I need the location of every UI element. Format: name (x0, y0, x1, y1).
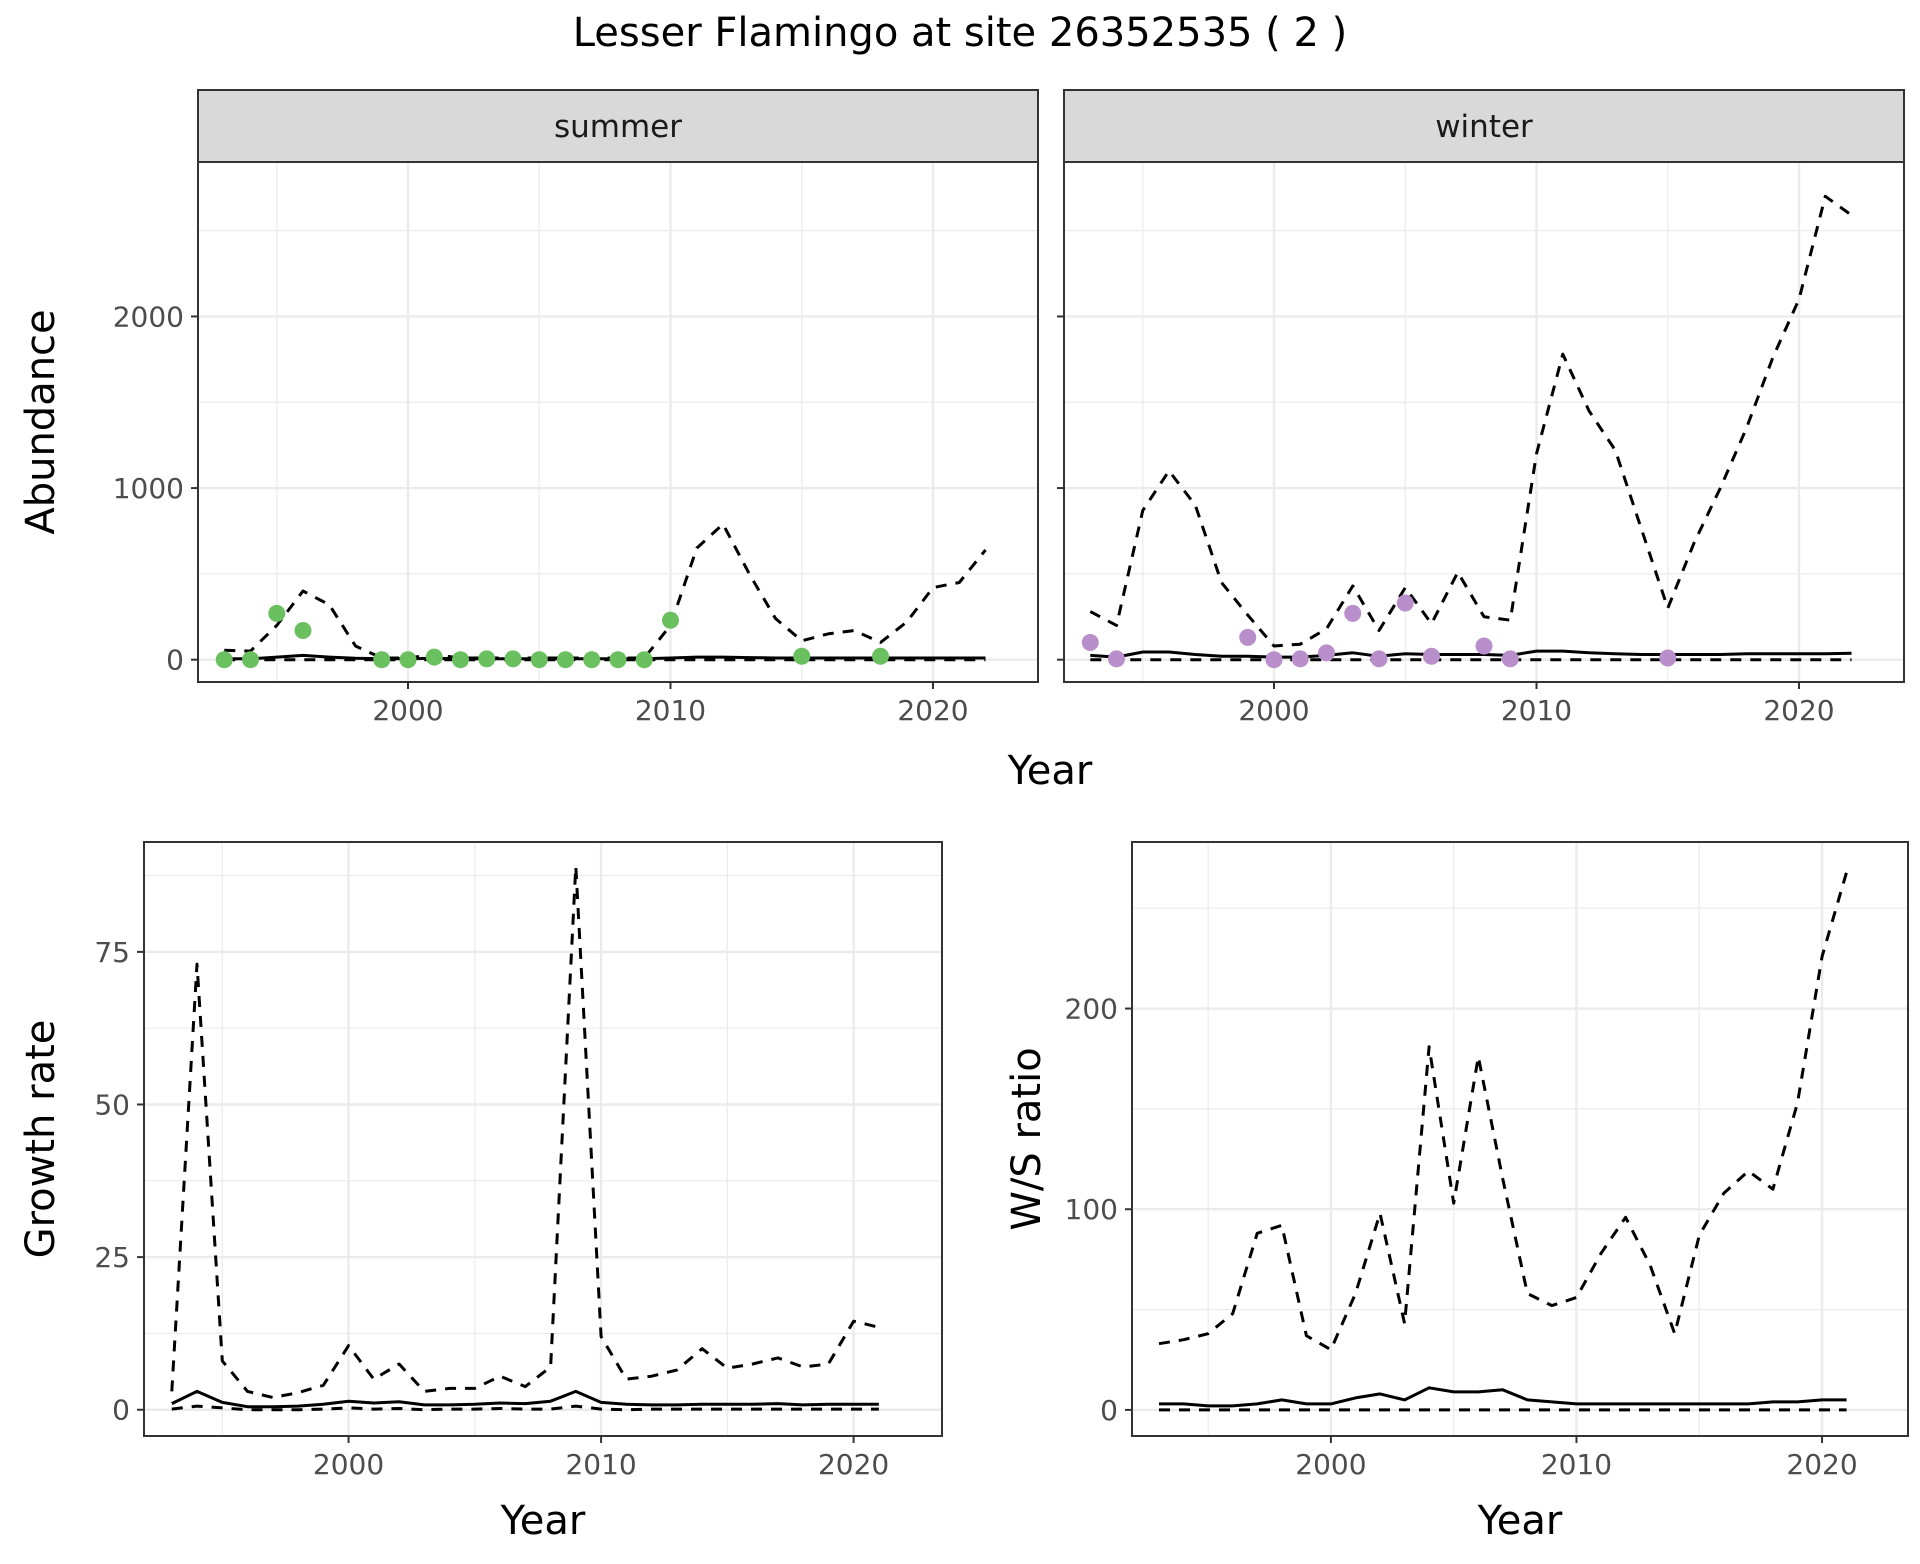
facet-summer-data-point (268, 604, 286, 622)
growth-panel-border (143, 841, 943, 1437)
growth-rate-panel: 2000 2010 2020 0 25 50 75 Year Growth rate (18, 841, 943, 1544)
facet-strip (197, 89, 1039, 163)
facet-y-tick-label: 0 (166, 644, 184, 677)
facet-summer: summer 2000 2010 2020 0 1000 2000 (113, 89, 1039, 727)
ratio-series-dashed-line-1 (1158, 871, 1849, 1352)
facet-x-tick-label: 2020 (897, 694, 968, 727)
ratio-panel-border (1131, 841, 1909, 1437)
facet-summer-data-point (635, 651, 653, 669)
abundance-panel: summer 2000 2010 2020 0 1000 2000 winter 2000 201… (18, 89, 1905, 794)
facet-x-tick-label: 2020 (1763, 694, 1834, 727)
facet-winter-data-point (1475, 637, 1493, 655)
ratio-plot-background (1132, 842, 1908, 1436)
facet-strip-label: winter (1435, 109, 1533, 145)
facet-summer-data-point (872, 647, 889, 665)
facet-y-tick-label: 2000 (113, 300, 184, 333)
facet-series-dashed-line-1 (1089, 194, 1853, 648)
growth-x-tick-label: 2010 (565, 1448, 636, 1481)
facet-x-tick-label: 2000 (372, 694, 443, 727)
facet-summer-data-point (215, 651, 233, 669)
abundance-y-axis-title: Abundance (18, 309, 64, 534)
facet-summer-data-point (609, 651, 627, 669)
ratio-y-tick-label: 200 (1065, 993, 1118, 1026)
facet-winter-data-point (1396, 594, 1414, 612)
growth-y-axis-title: Growth rate (18, 1020, 64, 1259)
facet-summer-data-point (504, 650, 522, 668)
growth-y-tick-label: 0 (112, 1394, 130, 1427)
growth-y-tick-label: 50 (94, 1089, 130, 1122)
facet-summer-data-point (530, 651, 548, 669)
facet-summer-data-point (425, 648, 443, 666)
facet-summer-data-point (662, 611, 679, 629)
growth-x-tick-label: 2020 (818, 1448, 889, 1481)
growth-plot-background (144, 842, 942, 1436)
ratio-y-tick-label: 0 (1100, 1394, 1118, 1427)
figure-title: Lesser Flamingo at site 26352535 ( 2 ) (573, 10, 1348, 56)
facet-y-tick-label: 1000 (113, 472, 184, 505)
facet-summer-data-point (399, 651, 417, 669)
ratio-x-tick-label: 2020 (1786, 1448, 1857, 1481)
growth-series-dashed-line-2 (171, 1404, 879, 1412)
facet-winter-data-point (1501, 650, 1519, 668)
growth-y-tick-label: 25 (94, 1241, 130, 1274)
facet-summer-data-point (373, 651, 391, 669)
ratio-x-axis-title: Year (1477, 1498, 1563, 1544)
ws-ratio-panel: 2000 2010 2020 0 100 200 Year W/S ratio (1004, 841, 1909, 1544)
facet-winter-data-point (1265, 651, 1283, 669)
facet-winter-data-point (1291, 650, 1309, 668)
ratio-x-tick-label: 2000 (1295, 1448, 1366, 1481)
facet-winter-data-point (1239, 628, 1257, 646)
growth-x-axis-title: Year (500, 1498, 586, 1544)
facet-strip (1063, 89, 1905, 163)
facet-x-tick-label: 2000 (1238, 694, 1309, 727)
facet-plot-background (1064, 162, 1904, 682)
ratio-y-tick-label: 100 (1065, 1193, 1118, 1226)
facet-winter-data-point (1370, 650, 1388, 668)
facet-winter: winter 2000 2010 2020 (1057, 89, 1905, 727)
ratio-y-axis-title: W/S ratio (1004, 1047, 1050, 1230)
facet-winter-data-point (1318, 644, 1335, 662)
facet-summer-data-point (557, 651, 574, 669)
facet-plot-background (198, 162, 1038, 682)
facet-x-tick-label: 2010 (1501, 694, 1572, 727)
facet-x-tick-label: 2010 (635, 694, 706, 727)
facet-summer-data-point (583, 651, 601, 669)
ratio-x-tick-label: 2010 (1541, 1448, 1612, 1481)
ratio-series-solid-line-0 (1159, 1386, 1847, 1408)
facet-summer-data-point (294, 622, 312, 640)
facet-summer-data-point (452, 651, 469, 669)
growth-x-tick-label: 2000 (313, 1448, 384, 1481)
facet-winter-data-point (1344, 604, 1362, 622)
facet-winter-data-point (1659, 649, 1677, 667)
facet-series-solid-line-0 (1090, 649, 1852, 659)
growth-y-tick-label: 75 (94, 936, 130, 969)
facet-winter-data-point (1108, 650, 1125, 668)
abundance-x-axis-title: Year (1007, 748, 1093, 794)
facet-summer-data-point (242, 651, 259, 669)
facet-summer-data-point (478, 650, 496, 668)
facet-winter-data-point (1423, 647, 1440, 665)
facet-summer-data-point (793, 647, 811, 665)
growth-series-solid-line-0 (171, 1389, 879, 1409)
facet-strip-label: summer (554, 109, 682, 145)
growth-series-dashed-line-1 (170, 864, 880, 1399)
facet-winter-data-point (1081, 634, 1099, 652)
